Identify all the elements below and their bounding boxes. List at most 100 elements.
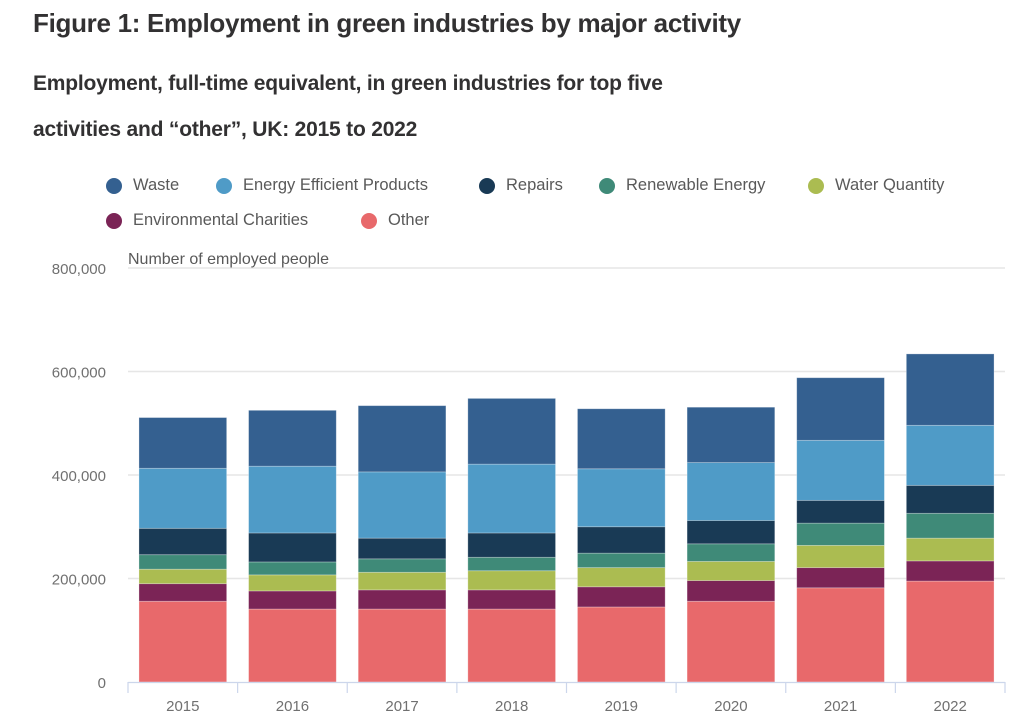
bar-segment-repairs[interactable] [467, 532, 556, 558]
bar-segment-water-quantity[interactable] [138, 568, 228, 585]
y-tick-label: 400,000 [52, 468, 106, 485]
x-tick-label: 2017 [385, 698, 418, 715]
bar-segment-energy-efficient-products[interactable] [467, 463, 556, 534]
legend-item-renewable-energy[interactable]: Renewable Energy [599, 176, 765, 195]
bar-segment-renewable-energy[interactable] [686, 543, 776, 562]
figure-subtitle-line1: Employment, full-time equivalent, in gre… [33, 72, 663, 95]
bar-segment-waste[interactable] [467, 398, 556, 465]
bars [138, 353, 995, 683]
bar-segment-repairs[interactable] [138, 527, 228, 556]
x-tick-label: 2021 [824, 698, 857, 715]
bar-segment-other[interactable] [248, 608, 337, 683]
bar-segment-energy-efficient-products[interactable] [686, 462, 776, 521]
bar-segment-renewable-energy[interactable] [796, 522, 885, 546]
bar-segment-renewable-energy[interactable] [577, 552, 666, 569]
bar-segment-water-quantity[interactable] [686, 561, 776, 581]
bar-segment-other[interactable] [467, 608, 556, 683]
bar-segment-environmental-charities[interactable] [796, 567, 885, 589]
bar-segment-water-quantity[interactable] [577, 567, 666, 588]
legend-swatch-icon [599, 177, 615, 194]
bar-segment-renewable-energy[interactable] [138, 554, 228, 570]
x-tick-label: 2022 [934, 698, 967, 715]
x-tick-label: 2018 [495, 698, 528, 715]
bar-stack-2019 [577, 408, 666, 683]
bar-segment-energy-efficient-products[interactable] [577, 468, 666, 528]
y-tick-label: 600,000 [52, 365, 106, 382]
legend-label: Other [388, 211, 430, 229]
figure-subtitle-line2: activities and “other”, UK: 2015 to 2022 [33, 118, 418, 141]
bar-segment-environmental-charities[interactable] [577, 586, 666, 608]
bar-segment-repairs[interactable] [796, 499, 885, 524]
legend-item-energy-efficient-products[interactable]: Energy Efficient Products [216, 176, 428, 195]
bar-segment-energy-efficient-products[interactable] [248, 465, 337, 534]
legend-swatch-icon [361, 212, 377, 229]
legend-label: Repairs [506, 176, 563, 194]
bar-segment-repairs[interactable] [577, 526, 666, 554]
bar-stack-2022 [905, 353, 995, 683]
bar-segment-energy-efficient-products[interactable] [796, 439, 885, 501]
bar-segment-renewable-energy[interactable] [905, 512, 995, 539]
legend-item-other[interactable]: Other [361, 211, 429, 230]
x-tick-label: 2015 [166, 698, 199, 715]
bar-segment-repairs[interactable] [686, 520, 776, 545]
bar-stack-2021 [796, 377, 885, 683]
bar-segment-waste[interactable] [248, 409, 337, 467]
legend-item-environmental-charities[interactable]: Environmental Charities [106, 211, 308, 230]
legend-label: Water Quantity [835, 176, 945, 194]
legend-swatch-icon [216, 177, 232, 194]
bar-segment-environmental-charities[interactable] [686, 580, 776, 602]
bar-stack-2015 [138, 417, 228, 683]
bar-segment-repairs[interactable] [357, 537, 447, 560]
bar-segment-environmental-charities[interactable] [357, 589, 447, 610]
bar-segment-water-quantity[interactable] [357, 571, 447, 591]
gridlines [128, 267, 1005, 580]
bar-segment-energy-efficient-products[interactable] [138, 467, 228, 529]
x-axis: 2015 2016 2017 2018 2019 2020 2021 2022 [127, 681, 1006, 715]
bar-segment-waste[interactable] [686, 406, 776, 463]
bar-segment-other[interactable] [138, 600, 228, 683]
legend-item-waste[interactable]: Waste [106, 176, 179, 195]
y-axis-ticks: 0 200,000 400,000 600,000 800,000 [52, 261, 106, 692]
bar-segment-other[interactable] [577, 606, 666, 683]
bar-segment-environmental-charities[interactable] [905, 560, 995, 582]
bar-segment-water-quantity[interactable] [905, 537, 995, 562]
bar-segment-renewable-energy[interactable] [467, 556, 556, 572]
y-tick-label: 0 [98, 675, 106, 692]
x-tick-label: 2016 [276, 698, 309, 715]
legend-label: Waste [133, 176, 180, 194]
bar-segment-repairs[interactable] [248, 532, 337, 563]
bar-stack-2020 [686, 406, 776, 683]
bar-segment-waste[interactable] [138, 417, 228, 469]
y-axis-label: Number of employed people [128, 251, 329, 268]
bar-segment-waste[interactable] [357, 405, 447, 473]
bar-segment-water-quantity[interactable] [467, 570, 556, 591]
legend-item-repairs[interactable]: Repairs [479, 176, 563, 195]
legend-item-water-quantity[interactable]: Water Quantity [808, 176, 944, 195]
bar-segment-environmental-charities[interactable] [138, 583, 228, 602]
bar-segment-water-quantity[interactable] [248, 574, 337, 592]
legend-swatch-icon [106, 212, 122, 229]
legend-label: Renewable Energy [626, 176, 766, 194]
bar-segment-other[interactable] [796, 587, 885, 683]
bar-segment-energy-efficient-products[interactable] [357, 471, 447, 539]
bar-segment-renewable-energy[interactable] [248, 561, 337, 576]
bar-segment-other[interactable] [686, 600, 776, 683]
bar-segment-energy-efficient-products[interactable] [905, 424, 995, 486]
y-tick-label: 200,000 [52, 572, 106, 589]
bar-segment-renewable-energy[interactable] [357, 558, 447, 573]
bar-segment-other[interactable] [905, 580, 995, 683]
bar-segment-water-quantity[interactable] [796, 544, 885, 569]
bar-segment-other[interactable] [357, 608, 447, 683]
bar-segment-waste[interactable] [577, 408, 666, 470]
legend-swatch-icon [479, 177, 495, 194]
bar-segment-waste[interactable] [796, 377, 885, 441]
legend-label: Energy Efficient Products [243, 176, 428, 194]
bar-segment-waste[interactable] [905, 353, 995, 426]
legend-swatch-icon [106, 177, 122, 194]
bar-segment-environmental-charities[interactable] [248, 590, 337, 610]
y-tick-label: 800,000 [52, 261, 106, 278]
bar-segment-repairs[interactable] [905, 484, 995, 514]
bar-stack-2018 [467, 398, 556, 683]
bar-segment-environmental-charities[interactable] [467, 589, 556, 610]
